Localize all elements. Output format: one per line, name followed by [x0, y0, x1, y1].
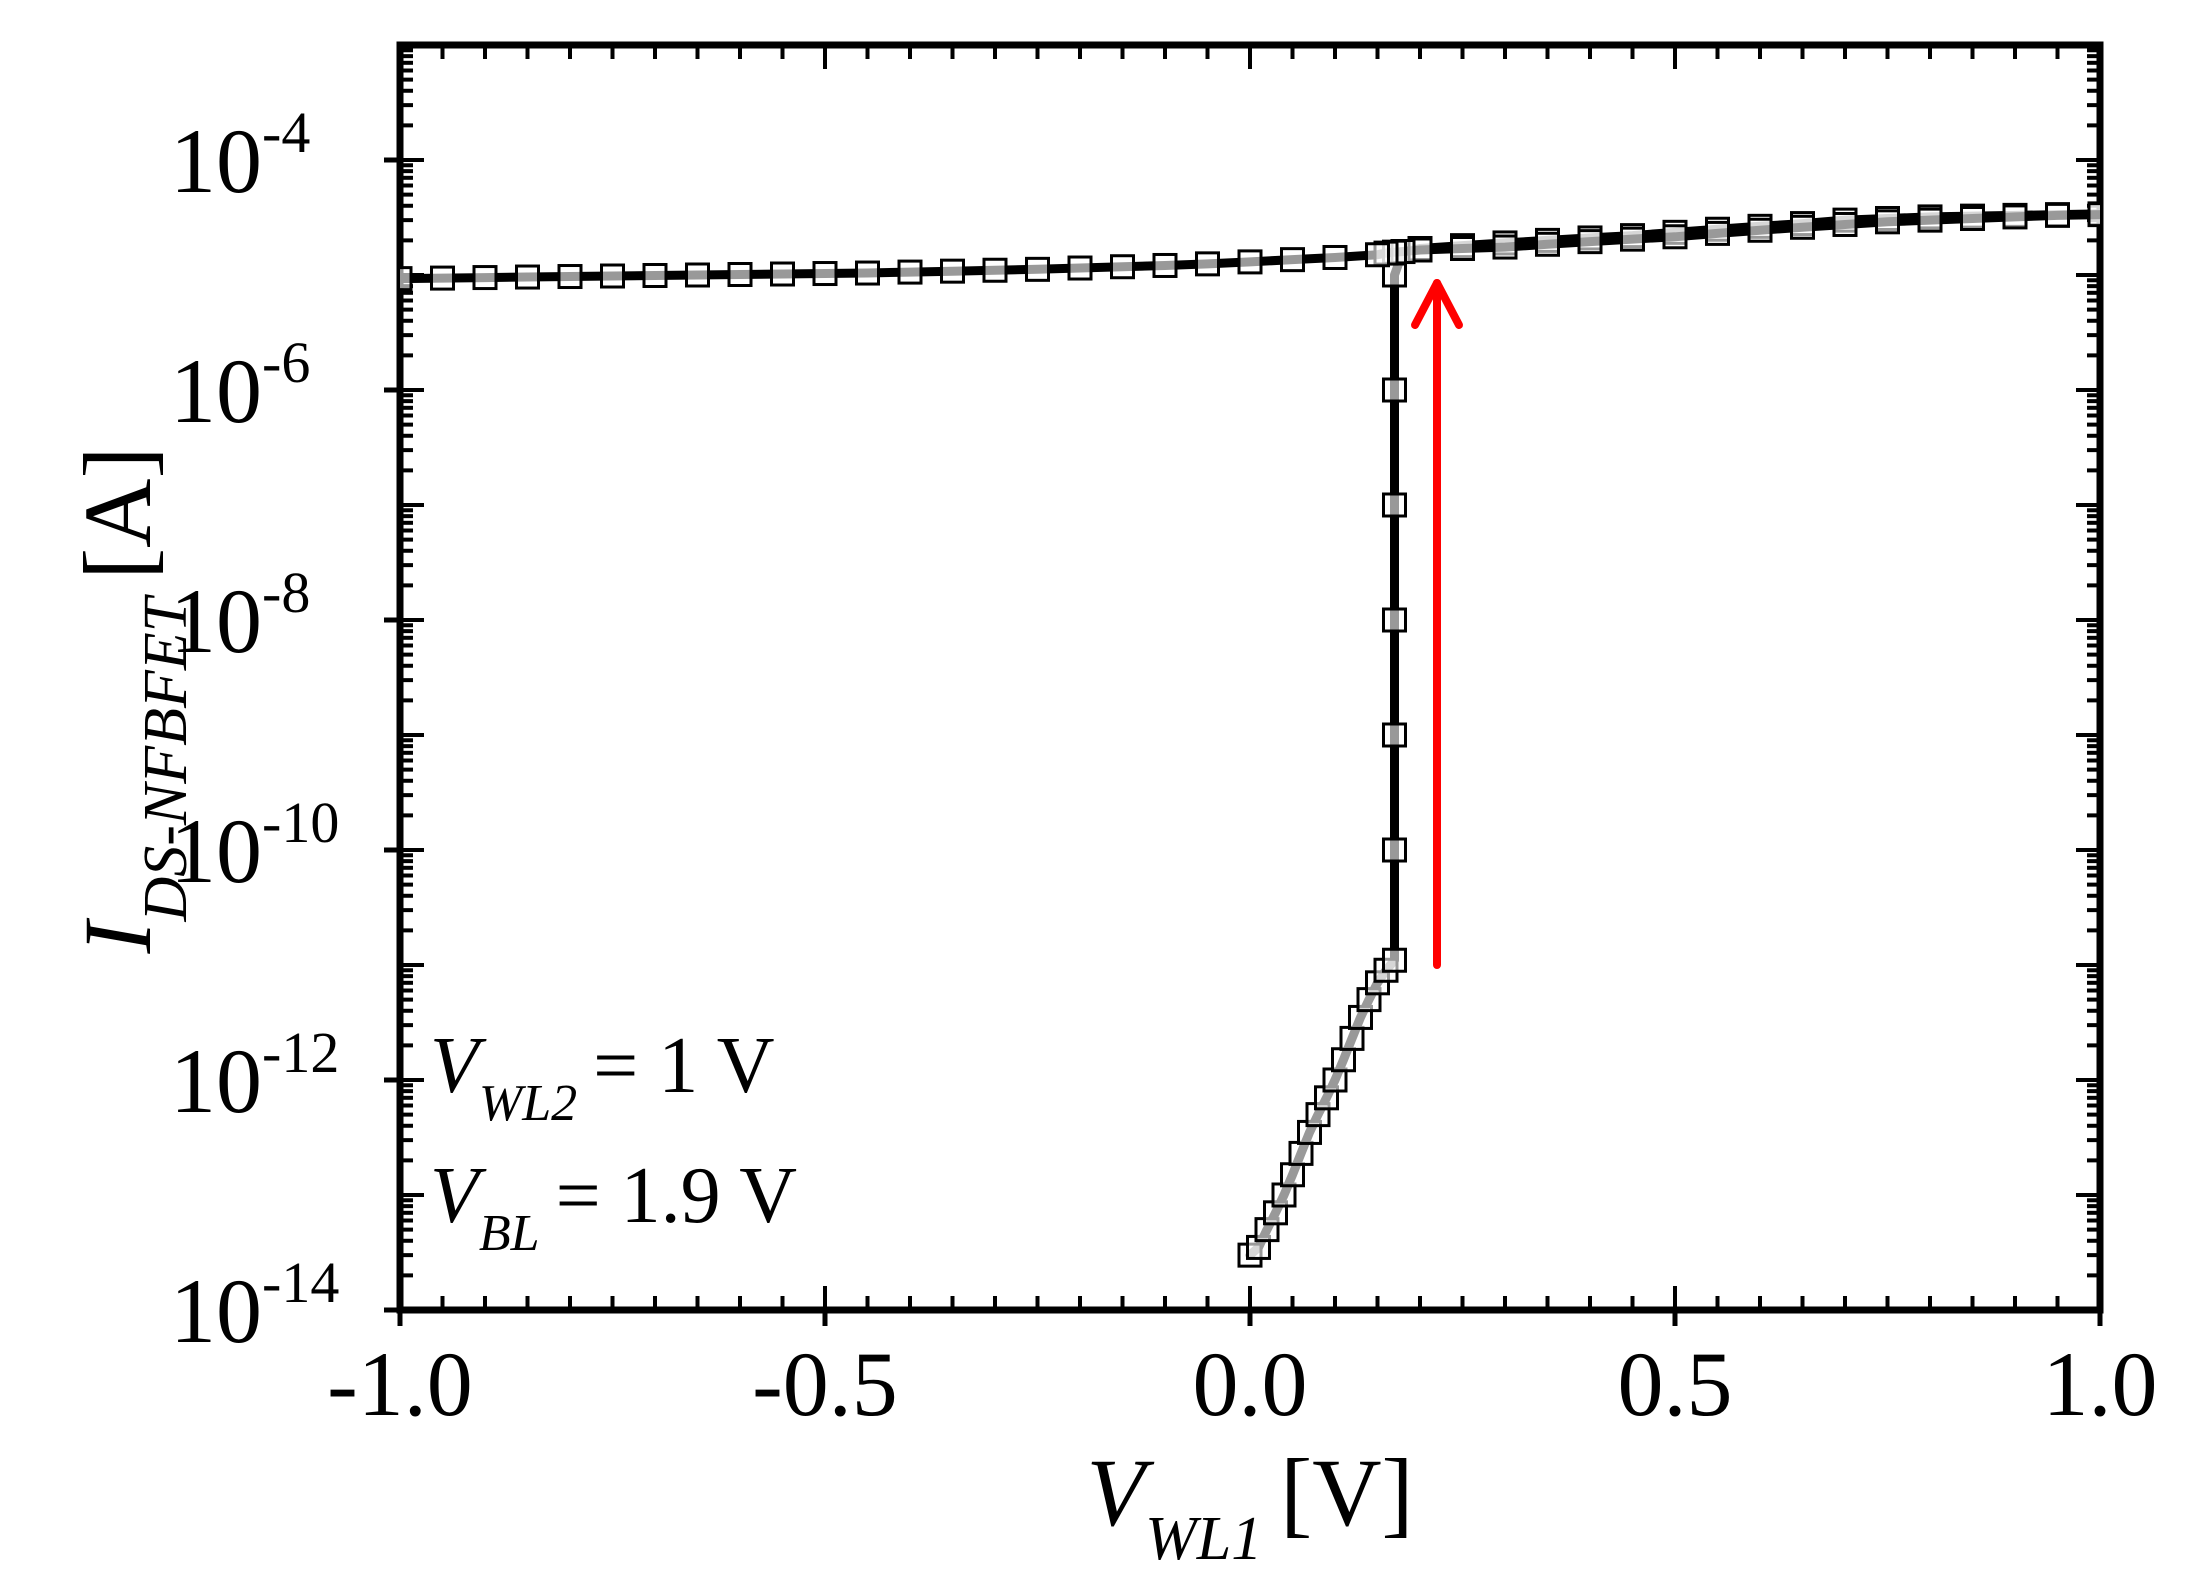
- data-point: [1365, 242, 1390, 268]
- y-tick-label: 10-12: [170, 1020, 339, 1132]
- data-point: [472, 265, 498, 291]
- x-tick-label: 0.0: [1193, 1333, 1308, 1435]
- y-tick-label: 10-8: [170, 560, 310, 672]
- data-point: [600, 263, 625, 289]
- x-axis-label-main: V: [1086, 1439, 1154, 1546]
- data-point: [1705, 220, 1730, 246]
- data-point: [897, 259, 923, 285]
- annotation-vbl-sub: BL: [479, 1205, 540, 1262]
- y-axis-label-main: I: [64, 917, 171, 954]
- annotation-vwl2-main: V: [430, 1022, 487, 1110]
- x-axis-label: VWL1 [V]: [1086, 1439, 1413, 1573]
- data-point: [1271, 1182, 1297, 1208]
- red-arrow: [1411, 279, 1463, 969]
- y-tick-label-base: 10: [170, 570, 262, 672]
- series-line: [1245, 209, 2100, 1260]
- y-tick-label-exponent: -6: [262, 330, 310, 395]
- data-point: [1237, 249, 1263, 275]
- data-point: [1331, 1047, 1356, 1073]
- tick-labels: -1.0 -0.5 0.0 0.5 1.010-1410-1210-1010-810-6…: [170, 100, 2158, 1435]
- annotation-vwl2-value: = 1 V: [593, 1022, 774, 1110]
- annotation-vwl2: VWL2 = 1 V: [430, 1022, 775, 1132]
- data-point: [1280, 1162, 1305, 1188]
- data-point: [1960, 205, 1985, 231]
- x-tick-label: -0.5: [752, 1333, 898, 1435]
- data-point: [1382, 837, 1407, 863]
- data-point: [1535, 231, 1560, 257]
- y-tick-label: 10-4: [170, 100, 310, 212]
- data-point: [1917, 207, 1943, 233]
- data-point: [430, 265, 455, 291]
- y-tick-label-base: 10: [170, 1260, 262, 1362]
- data-point: [727, 262, 753, 288]
- data-point: [1832, 211, 1858, 237]
- data-point: [2087, 202, 2100, 228]
- y-tick-label-exponent: -4: [262, 100, 310, 165]
- data-point: [1382, 722, 1407, 748]
- data-point: [1195, 251, 1220, 277]
- y-tick-label-exponent: -10: [262, 790, 339, 855]
- annotation-vwl2-sub: WL2: [479, 1075, 577, 1132]
- arrow-head: [1411, 279, 1463, 329]
- data-point: [1875, 209, 1900, 235]
- data-point: [1662, 224, 1688, 250]
- y-tick-label-base: 10: [170, 1030, 262, 1132]
- data-point: [940, 258, 965, 284]
- data-point: [1288, 1140, 1314, 1166]
- y-axis-label-sub: DS-NFBFET: [132, 593, 200, 922]
- annotation-vbl: VBL = 1.9 V: [430, 1152, 797, 1262]
- y-tick-label: 10-14: [170, 1250, 339, 1362]
- data-point: [1382, 607, 1407, 633]
- series-layer: [400, 201, 2100, 1268]
- y-tick-label: 10-6: [170, 330, 310, 442]
- data-point: [1322, 244, 1348, 270]
- data-point: [855, 260, 880, 286]
- x-tick-label: 1.0: [2043, 1333, 2158, 1435]
- x-tick-label: -1.0: [327, 1333, 473, 1435]
- data-point: [1152, 252, 1178, 278]
- x-axis-label-unit: [V]: [1280, 1439, 1413, 1546]
- data-point: [812, 261, 838, 287]
- data-point: [1620, 226, 1645, 252]
- data-point: [1790, 214, 1815, 240]
- data-point: [1110, 254, 1135, 280]
- data-point: [1747, 217, 1773, 243]
- data-point: [1322, 1067, 1348, 1093]
- x-axis-label-sub: WL1: [1145, 1505, 1262, 1573]
- annotation-vbl-main: V: [430, 1152, 487, 1240]
- data-point: [642, 263, 668, 289]
- data-point: [400, 266, 413, 292]
- x-tick-label: 0.5: [1618, 1333, 1733, 1435]
- data-point: [1025, 256, 1050, 282]
- y-tick-label: 10-10: [170, 790, 339, 902]
- axis-ticks: [384, 45, 2103, 1326]
- data-point: [2045, 202, 2070, 228]
- data-point: [1382, 947, 1407, 973]
- data-point: [515, 264, 540, 290]
- annotation-vbl-value: = 1.9 V: [556, 1152, 797, 1240]
- y-tick-label-base: 10: [170, 110, 262, 212]
- y-axis-label: IDS-NFBFET [A]: [64, 447, 200, 955]
- y-tick-label-exponent: -14: [262, 1250, 339, 1315]
- data-point: [557, 264, 583, 290]
- data-point: [1577, 229, 1603, 255]
- data-point: [1450, 235, 1475, 261]
- data-point: [1492, 234, 1518, 260]
- data-point: [1067, 255, 1093, 281]
- data-point: [1339, 1025, 1365, 1051]
- y-tick-label-base: 10: [170, 800, 262, 902]
- y-tick-label-exponent: -8: [262, 560, 310, 625]
- data-point: [1382, 377, 1407, 403]
- data-point: [1280, 247, 1305, 273]
- data-point: [1382, 492, 1407, 518]
- data-point: [770, 261, 795, 287]
- data-point: [685, 262, 710, 288]
- y-axis-label-unit: [A]: [64, 447, 171, 580]
- data-point: [1382, 262, 1407, 288]
- y-tick-label-exponent: -12: [262, 1020, 339, 1085]
- data-point: [982, 257, 1008, 283]
- y-tick-label-base: 10: [170, 340, 262, 442]
- data-point: [2002, 204, 2028, 230]
